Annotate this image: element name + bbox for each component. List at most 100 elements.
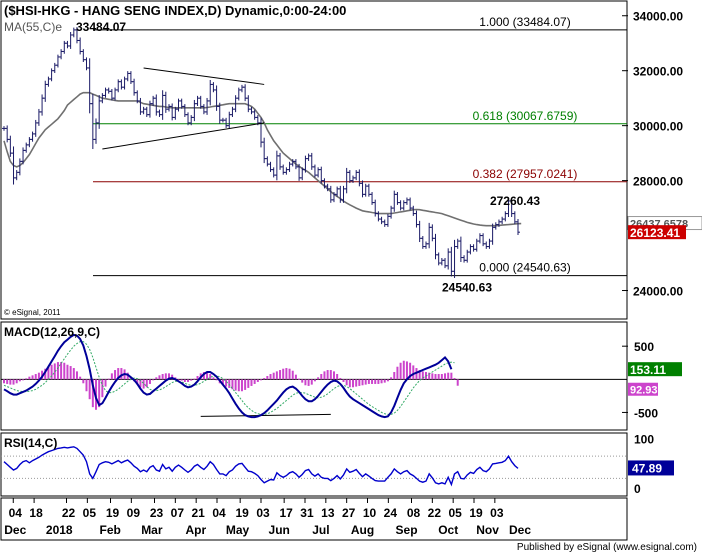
fib-level-label: 1.000 (33484.07) (479, 15, 570, 29)
macd-histogram-bar (282, 368, 285, 380)
macd-histogram-bar (82, 379, 85, 384)
macd-histogram-bar (320, 374, 323, 380)
macd-histogram-bar (250, 379, 253, 386)
macd-histogram-bar (180, 379, 183, 381)
macd-histogram-bar (34, 374, 37, 380)
macd-histogram-bar (431, 373, 434, 380)
macd-histogram-bar (450, 372, 453, 380)
macd-histogram-bar (69, 366, 72, 380)
x-day-label: 27 (342, 506, 356, 520)
macd-tick-label: 500 (634, 340, 654, 354)
x-day-label: 04 (9, 506, 23, 520)
x-day-label: 07 (171, 506, 185, 520)
macd-histogram-bar (202, 372, 205, 380)
x-day-label: 22 (62, 506, 76, 520)
macd-histogram-bar (288, 368, 291, 380)
macd-histogram-bar (263, 377, 266, 380)
x-day-label: 17 (279, 506, 293, 520)
macd-histogram-bar (412, 365, 415, 380)
macd-histogram-bar (104, 379, 107, 387)
macd-value-tag-text: 153.11 (630, 363, 666, 377)
recent-high-label: 27260.43 (490, 194, 540, 208)
triangle-lower-trendline (102, 122, 265, 150)
macd-histogram-bar (440, 374, 443, 380)
macd-histogram-bar (345, 379, 348, 386)
triangle-upper-trendline (143, 67, 265, 85)
macd-histogram-bar (434, 374, 437, 380)
rsi-panel (0, 432, 628, 497)
macd-histogram-bar (221, 379, 224, 386)
x-month-label: Nov (476, 523, 499, 537)
macd-histogram-bar (155, 377, 158, 380)
fib-level-label: 0.618 (30067.6759) (473, 109, 578, 123)
macd-histogram-bar (3, 379, 5, 384)
macd-histogram-bar (396, 366, 399, 380)
x-day-label: 09 (127, 506, 141, 520)
ma-value: 33484.07 (76, 20, 126, 34)
x-month-label: Aug (351, 523, 374, 537)
macd-histogram-bar (31, 375, 34, 380)
macd-histogram-bar (114, 370, 117, 380)
rsi-value-tag-text: 47.89 (632, 461, 662, 475)
rsi-value-tag (628, 460, 674, 476)
macd-histogram-bar (231, 379, 234, 390)
macd-histogram-bar (101, 379, 104, 398)
macd-histogram-bar (332, 371, 335, 380)
x-month-label: Mar (141, 523, 163, 537)
macd-histogram-bar (444, 373, 447, 380)
macd-histogram-bar (456, 379, 459, 386)
macd-histogram-bar (66, 364, 69, 380)
macd-histogram-bar (355, 379, 358, 387)
x-day-label: 23 (150, 506, 164, 520)
macd-histogram-bar (421, 371, 424, 380)
macd-histogram-bar (266, 376, 269, 380)
macd-histogram-bar (167, 373, 170, 380)
macd-histogram-bar (364, 379, 367, 385)
chart-title: ($HSI-HKG - HANG SENG INDEX,D) Dynamic,0… (4, 3, 346, 18)
macd-histogram-tag-text: 92.93 (630, 385, 658, 397)
macd-histogram-bar (310, 379, 313, 385)
macd-histogram-tag (628, 382, 658, 396)
macd-histogram-bar (164, 373, 167, 380)
macd-histogram-bar (240, 379, 243, 392)
macd-histogram-bar (225, 379, 228, 387)
x-day-label: 04 (212, 506, 226, 520)
macd-histogram-bar (142, 379, 145, 389)
macd-histogram-bar (256, 379, 259, 382)
publisher-credit: Published by eSignal (www.esignal.com) (517, 542, 697, 553)
macd-histogram-bar (98, 379, 101, 408)
macd-histogram-bar (361, 379, 364, 386)
x-day-label: 24 (384, 506, 398, 520)
macd-histogram-bar (244, 379, 247, 390)
x-month-label: Dec (4, 523, 26, 537)
macd-histogram-bar (88, 379, 91, 400)
x-day-label: 19 (106, 506, 120, 520)
macd-histogram-bar (187, 379, 190, 382)
macd-histogram-bar (374, 379, 377, 384)
macd-histogram-bar (158, 375, 161, 380)
macd-histogram-bar (402, 360, 405, 380)
macd-histogram-bar (120, 368, 123, 380)
macd-histogram-bar (367, 379, 370, 384)
x-day-label: 03 (256, 506, 270, 520)
macd-histogram-bar (380, 379, 383, 384)
macd-histogram-bar (247, 379, 250, 388)
rsi-tick-label: 100 (634, 433, 654, 447)
macd-histogram-bar (72, 368, 75, 380)
macd-histogram-bar (50, 364, 53, 380)
macd-histogram-bar (22, 379, 25, 381)
ma-label: MA(55,C)e (4, 20, 62, 34)
macd-histogram-bar (342, 379, 345, 382)
macd-histogram-bar (386, 379, 389, 382)
macd-histogram-bar (161, 374, 164, 380)
macd-histogram-bar (409, 362, 412, 380)
macd-histogram-bar (148, 379, 151, 384)
macd-histogram-bar (25, 378, 28, 380)
macd-histogram-bar (339, 377, 342, 380)
macd-histogram-bar (294, 374, 297, 380)
macd-histogram-bar (399, 362, 402, 380)
macd-histogram-bar (228, 379, 231, 388)
macd-histogram-bar (275, 371, 278, 380)
macd-title: MACD(12,26,9,C) (4, 325, 100, 339)
